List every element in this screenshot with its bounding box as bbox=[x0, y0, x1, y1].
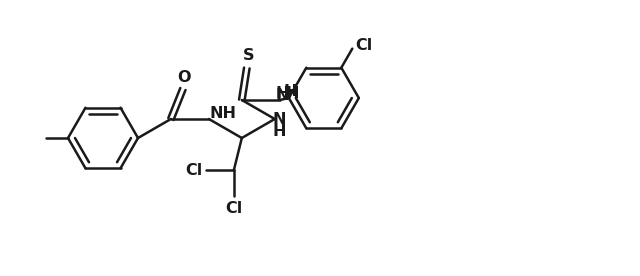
Text: Cl: Cl bbox=[225, 201, 243, 216]
Text: N: N bbox=[273, 112, 287, 126]
Text: H: H bbox=[273, 124, 287, 139]
Text: H: H bbox=[285, 86, 299, 102]
Text: H: H bbox=[275, 86, 289, 102]
Text: Cl: Cl bbox=[185, 163, 202, 178]
Text: N: N bbox=[275, 89, 289, 104]
Text: O: O bbox=[177, 70, 191, 84]
Text: H: H bbox=[283, 84, 296, 100]
Text: S: S bbox=[243, 47, 255, 62]
Text: NH: NH bbox=[209, 105, 236, 121]
Text: Cl: Cl bbox=[356, 38, 373, 53]
